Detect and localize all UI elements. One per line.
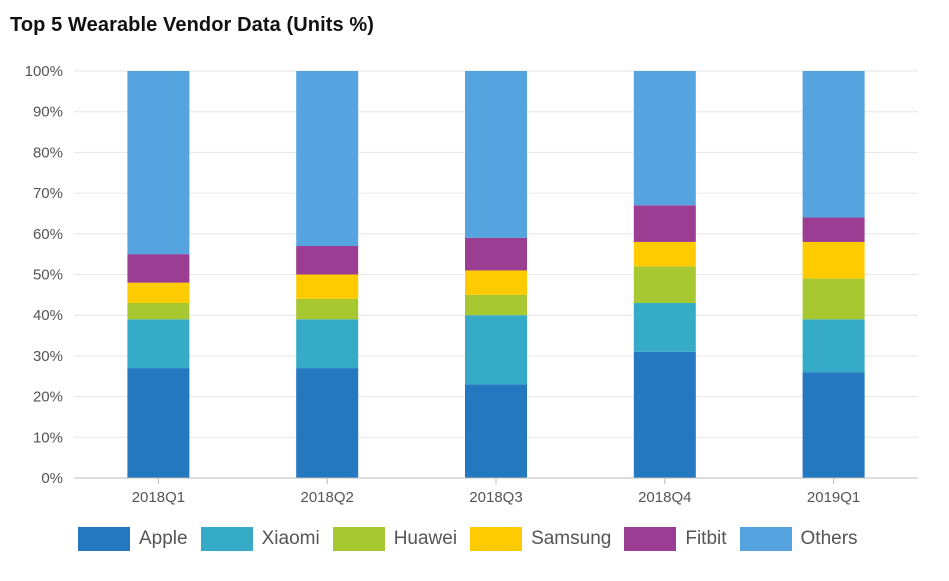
bar-xiaomi-2018q4: [633, 302, 696, 352]
bar-xiaomi-2018q1: [127, 319, 190, 369]
y-tick-label: 20%: [33, 389, 63, 406]
bar-xiaomi-2019q1: [802, 319, 865, 373]
legend-swatch: [624, 527, 677, 551]
bar-others-2018q1: [127, 71, 190, 255]
y-tick-label: 60%: [33, 226, 63, 243]
bars: [127, 71, 865, 478]
bar-fitbit-2018q1: [127, 254, 190, 283]
legend-label: Huawei: [393, 528, 458, 549]
bar-fitbit-2018q2: [296, 246, 359, 275]
bar-others-2019q1: [802, 71, 865, 218]
bar-others-2018q2: [296, 71, 359, 247]
x-tick-label: 2018Q2: [301, 489, 354, 506]
legend-item-apple[interactable]: Apple: [78, 527, 188, 551]
y-tick-label: 70%: [33, 185, 63, 202]
bar-xiaomi-2018q2: [296, 319, 359, 369]
y-tick-label: 90%: [33, 104, 63, 121]
y-tick-label: 40%: [33, 307, 63, 324]
x-tick-label: 2018Q4: [638, 489, 691, 506]
bar-apple-2019q1: [802, 372, 865, 478]
y-axis-ticks: 0% 10% 20% 30% 40% 50% 60% 70% 80% 90% 100%: [25, 63, 63, 487]
bar-fitbit-2018q3: [465, 237, 527, 271]
chart-title: Top 5 Wearable Vendor Data (Units %): [10, 14, 375, 36]
x-axis-ticks: 2018Q1 2018Q2 2018Q3 2018Q4 2019Q1: [132, 478, 860, 506]
legend-label: Fitbit: [685, 528, 727, 549]
y-tick-label: 100%: [25, 63, 63, 80]
bar-samsung-2018q1: [127, 282, 190, 303]
bar-huawei-2018q3: [465, 294, 527, 316]
legend-label: Xiaomi: [261, 528, 320, 549]
legend-swatch: [200, 527, 253, 551]
y-tick-label: 80%: [33, 144, 63, 161]
legend-item-huawei[interactable]: Huawei: [332, 527, 458, 551]
legend-item-others[interactable]: Others: [739, 527, 858, 551]
y-tick-label: 30%: [33, 348, 63, 365]
legend-item-samsung[interactable]: Samsung: [470, 527, 611, 551]
bar-huawei-2019q1: [802, 278, 865, 320]
legend-swatch: [470, 527, 523, 551]
bar-fitbit-2018q4: [633, 205, 696, 242]
legend-swatch: [78, 527, 130, 551]
bar-apple-2018q3: [465, 384, 527, 478]
bar-huawei-2018q2: [296, 298, 359, 320]
bar-huawei-2018q4: [633, 266, 696, 303]
bar-xiaomi-2018q3: [465, 315, 527, 385]
bar-apple-2018q1: [127, 368, 190, 478]
bar-others-2018q4: [633, 71, 696, 206]
legend-label: Apple: [139, 528, 188, 549]
bar-huawei-2018q1: [127, 302, 190, 320]
x-tick-label: 2018Q1: [132, 489, 185, 506]
bar-apple-2018q4: [633, 351, 696, 478]
legend-label: Others: [800, 528, 858, 549]
legend-swatch: [332, 527, 385, 551]
bar-apple-2018q2: [296, 368, 359, 478]
y-tick-label: 0%: [41, 470, 63, 487]
y-tick-label: 10%: [33, 429, 63, 446]
bar-samsung-2018q3: [465, 270, 527, 295]
bar-others-2018q3: [465, 71, 527, 238]
legend-item-fitbit[interactable]: Fitbit: [624, 527, 727, 551]
bar-fitbit-2019q1: [802, 217, 865, 242]
legend-item-xiaomi[interactable]: Xiaomi: [200, 527, 320, 551]
x-tick-label: 2019Q1: [807, 489, 860, 506]
bar-samsung-2018q2: [296, 274, 359, 299]
bar-samsung-2019q1: [802, 241, 865, 279]
y-tick-label: 50%: [33, 267, 63, 284]
legend-label: Samsung: [531, 528, 612, 549]
bar-samsung-2018q4: [633, 241, 696, 267]
legend-swatch: [739, 527, 792, 551]
x-tick-label: 2018Q3: [469, 489, 522, 506]
legend: Apple Xiaomi Huawei Samsung Fitbit Others: [78, 525, 871, 553]
